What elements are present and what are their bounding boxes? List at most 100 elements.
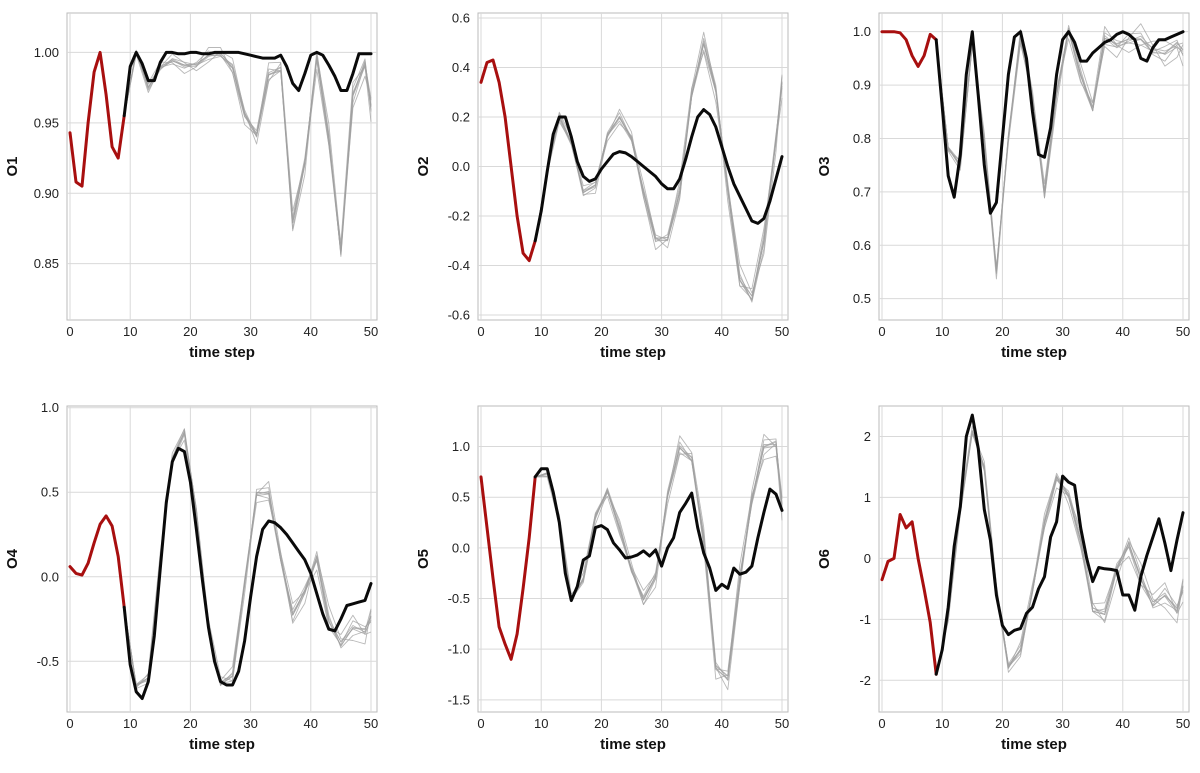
x-tick-label: 50 — [364, 716, 378, 731]
y-tick-label: 0.85 — [34, 256, 59, 271]
series-group — [68, 47, 373, 257]
y-tick-label: 1.0 — [41, 400, 59, 415]
prediction-series-line — [934, 413, 1185, 676]
plot-frame — [477, 405, 789, 713]
x-axis-title: time step — [189, 736, 255, 753]
y-tick-label: 0.0 — [41, 569, 59, 584]
observed-series-line — [68, 514, 126, 609]
x-tick-label: 50 — [775, 716, 789, 731]
observed-series-line — [479, 58, 537, 263]
y-tick-label: 0.0 — [452, 540, 470, 555]
chart-o6: 0 10 20 30 40 50 -2 -1 0 1 2 time step O6 — [816, 405, 1190, 753]
y-tick-label: -0.5 — [37, 654, 59, 669]
y-tick-label: 0.90 — [34, 186, 59, 201]
y-tick-label: -1.0 — [448, 642, 470, 657]
x-tick-label: 0 — [477, 324, 484, 339]
y-axis-title: O2 — [415, 156, 432, 176]
x-tick-label: 10 — [935, 324, 949, 339]
x-tick-label: 50 — [1176, 716, 1190, 731]
series-group — [479, 433, 784, 691]
prediction-series-line — [934, 30, 1185, 215]
y-tick-label: -0.2 — [448, 209, 470, 224]
x-tick-label: 30 — [243, 716, 257, 731]
y-tick-label: 0.5 — [853, 291, 871, 306]
series-group — [880, 23, 1185, 280]
x-tick-label: 20 — [995, 716, 1009, 731]
y-tick-label: 0.9 — [853, 78, 871, 93]
x-tick-label: 50 — [1176, 324, 1190, 339]
y-tick-label: 0.95 — [34, 115, 59, 130]
chart-o1: 0 10 20 30 40 50 0.85 0.90 0.95 1.00 time step O1 — [4, 12, 378, 361]
chart-o3: 0 10 20 30 40 50 0.5 0.6 0.7 0.8 0.9 1.0 time step O3 — [816, 12, 1190, 361]
x-tick-label: 40 — [715, 324, 729, 339]
x-tick-label: 30 — [1055, 324, 1069, 339]
series-group — [880, 413, 1185, 676]
x-tick-label: 10 — [123, 716, 137, 731]
x-axis-title: time step — [189, 344, 255, 361]
y-tick-label: 0.8 — [853, 131, 871, 146]
y-tick-label: 0.6 — [853, 238, 871, 253]
y-tick-label: -0.4 — [448, 258, 470, 273]
x-tick-label: 50 — [775, 324, 789, 339]
x-tick-label: 40 — [715, 716, 729, 731]
y-tick-label: 1 — [864, 490, 871, 505]
prediction-series-line — [533, 467, 784, 602]
observed-series-line — [479, 475, 537, 661]
ensemble-member-line — [123, 50, 372, 254]
x-axis-title: time step — [600, 736, 666, 753]
y-axis-title: O5 — [415, 549, 432, 569]
y-axis-title: O4 — [4, 548, 21, 569]
ensemble-member-line — [123, 47, 372, 248]
y-tick-label: 0.6 — [452, 10, 470, 25]
y-tick-label: -2 — [859, 673, 871, 688]
x-tick-label: 40 — [304, 716, 318, 731]
chart-o5: 0 10 20 30 40 50 -1.5 -1.0 -0.5 0.0 0.5 1.0 time ste… — [415, 405, 789, 753]
series-group — [479, 31, 784, 303]
chart-o4: 0 10 20 30 40 50 -0.5 0.0 0.5 1.0 time step O4 — [4, 400, 378, 753]
y-axis-title: O1 — [4, 156, 21, 176]
x-tick-label: 0 — [878, 324, 885, 339]
y-tick-label: 1.0 — [452, 439, 470, 454]
x-tick-label: 20 — [183, 324, 197, 339]
y-tick-label: -1 — [859, 612, 871, 627]
observed-series-line — [880, 30, 938, 68]
observed-series-line — [880, 513, 938, 676]
plot-frame — [66, 12, 378, 321]
x-tick-label: 0 — [66, 716, 73, 731]
ensemble-member-line — [534, 37, 783, 300]
x-tick-label: 10 — [935, 716, 949, 731]
y-tick-label: -0.5 — [448, 591, 470, 606]
y-tick-label: 1.00 — [34, 45, 59, 60]
y-axis-title: O6 — [816, 549, 833, 569]
x-tick-label: 30 — [1055, 716, 1069, 731]
y-tick-label: 0.2 — [452, 109, 470, 124]
x-tick-label: 0 — [878, 716, 885, 731]
x-tick-label: 50 — [364, 324, 378, 339]
x-tick-label: 20 — [995, 324, 1009, 339]
x-tick-label: 20 — [594, 324, 608, 339]
y-tick-label: 0.5 — [41, 485, 59, 500]
x-tick-label: 30 — [654, 324, 668, 339]
x-tick-label: 30 — [243, 324, 257, 339]
x-tick-label: 40 — [1116, 324, 1130, 339]
y-tick-label: 0.7 — [853, 184, 871, 199]
x-tick-label: 10 — [534, 324, 548, 339]
plot-frame — [878, 405, 1190, 713]
y-axis-title: O3 — [816, 156, 833, 176]
x-tick-label: 20 — [594, 716, 608, 731]
ensemble-member-line — [123, 51, 372, 244]
prediction-series-line — [122, 446, 373, 700]
x-tick-label: 40 — [304, 324, 318, 339]
x-axis-title: time step — [1001, 344, 1067, 361]
series-group — [68, 428, 373, 700]
y-tick-label: 0.4 — [452, 60, 470, 75]
x-axis-title: time step — [600, 344, 666, 361]
x-tick-label: 0 — [477, 716, 484, 731]
prediction-series-line — [122, 50, 373, 118]
y-tick-label: 0.5 — [452, 490, 470, 505]
x-tick-label: 30 — [654, 716, 668, 731]
y-tick-label: 2 — [864, 429, 871, 444]
y-tick-label: -1.5 — [448, 692, 470, 707]
